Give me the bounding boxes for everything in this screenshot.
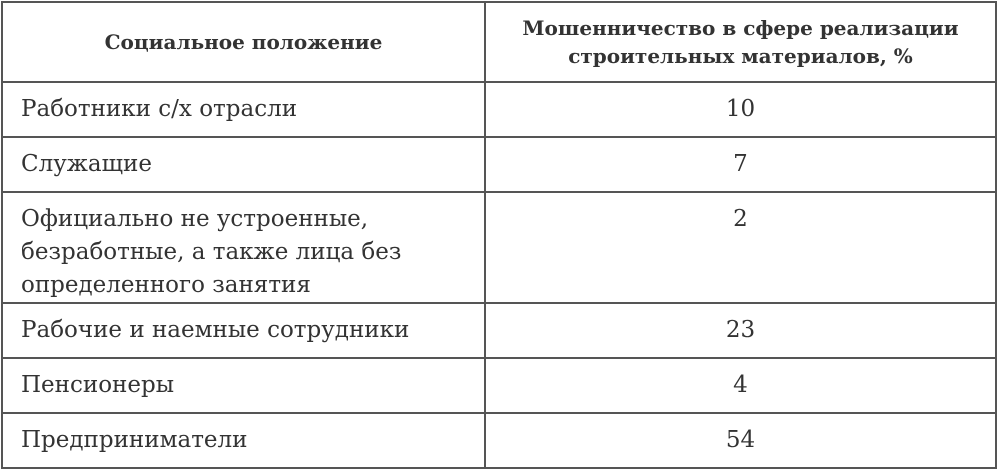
row-value: 23	[484, 302, 997, 359]
row-label: Служащие	[1, 136, 486, 193]
header-row: Социальное положение Мошенничество в сфе…	[1, 1, 997, 83]
row-value: 4	[484, 357, 997, 414]
table-row: Пенсионеры 4	[1, 357, 997, 414]
table-row: Предприниматели 54	[1, 412, 997, 469]
table-row: Рабочие и наемные сотрудники 23	[1, 302, 997, 359]
row-label: Работники с/х отрасли	[1, 81, 486, 138]
row-value: 54	[484, 412, 997, 469]
row-label: Пенсионеры	[1, 357, 486, 414]
table-row: Работники с/х отрасли 10	[1, 81, 997, 138]
row-label: Рабочие и наемные сотрудники	[1, 302, 486, 359]
table-row: Служащие 7	[1, 136, 997, 193]
header-social-status: Социальное положение	[1, 1, 486, 83]
row-value: 10	[484, 81, 997, 138]
row-label: Официально не устроенные, безработные, а…	[1, 191, 486, 304]
table-row: Официально не устроенные, безработные, а…	[1, 191, 997, 304]
row-label: Предприниматели	[1, 412, 486, 469]
row-value: 2	[484, 191, 997, 304]
row-value: 7	[484, 136, 997, 193]
header-fraud-percent: Мошенничество в сфере реализации строите…	[484, 1, 997, 83]
